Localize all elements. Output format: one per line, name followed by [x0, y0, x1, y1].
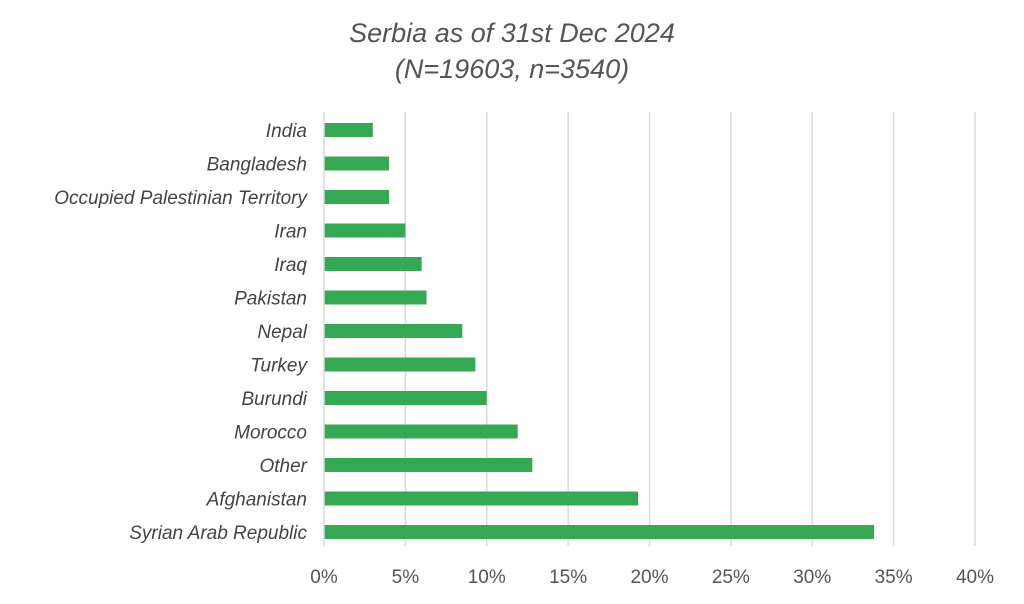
bar: [324, 391, 487, 405]
category-label: Other: [259, 456, 307, 477]
bar: [324, 525, 875, 539]
category-label: Nepal: [257, 322, 307, 343]
bar: [324, 324, 463, 338]
category-label: Syrian Arab Republic: [129, 523, 307, 544]
bar: [324, 424, 518, 439]
category-label: Turkey: [250, 356, 308, 377]
category-label: Iran: [274, 222, 307, 243]
category-label: Pakistan: [234, 289, 307, 310]
x-tick-label: 5%: [392, 567, 420, 588]
bar: [324, 458, 533, 472]
bar: [324, 156, 390, 171]
chart-title: Serbia as of 31st Dec 2024: [349, 18, 675, 48]
category-label: Occupied Palestinian Territory: [54, 188, 308, 209]
category-label: India: [266, 121, 307, 142]
x-tick-label: 30%: [793, 567, 831, 588]
category-label: Burundi: [242, 389, 308, 410]
x-tick-label: 0%: [310, 567, 338, 588]
bar: [324, 223, 406, 238]
x-tick-label: 20%: [630, 567, 668, 588]
bar: [324, 357, 476, 372]
x-tick-label: 35%: [875, 567, 913, 588]
category-label: Morocco: [234, 423, 307, 444]
x-tick-label: 15%: [549, 567, 587, 588]
bar: [324, 123, 373, 137]
x-tick-label: 10%: [468, 567, 506, 588]
bar: [324, 290, 427, 305]
chart-subtitle: (N=19603, n=3540): [394, 54, 630, 84]
x-tick-label: 40%: [956, 567, 994, 588]
bar: [324, 190, 390, 204]
category-label: Afghanistan: [206, 490, 307, 511]
bar: [324, 257, 422, 271]
x-tick-label: 25%: [712, 567, 750, 588]
bar: [324, 491, 639, 506]
category-label: Iraq: [274, 255, 307, 276]
category-label: Bangladesh: [207, 155, 307, 176]
